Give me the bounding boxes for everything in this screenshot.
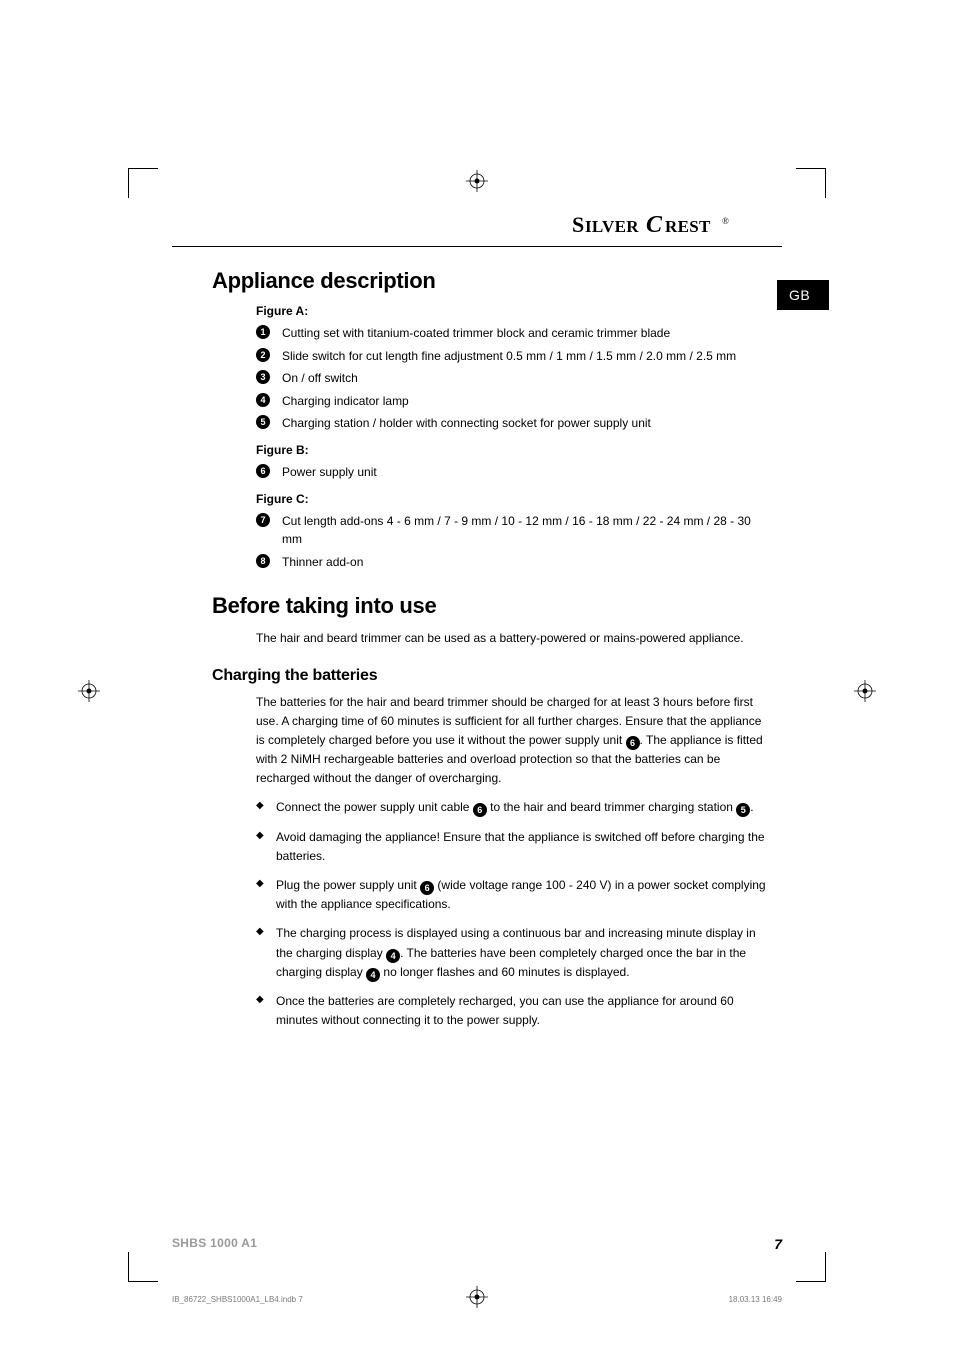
before-intro-block: The hair and beard trimmer can be used a…	[256, 629, 772, 648]
page-footer: SHBS 1000 A1 7	[172, 1236, 782, 1252]
list-item: 3 On / off switch	[256, 369, 772, 388]
item-number-icon: 1	[256, 325, 270, 339]
list-item: 6 Power supply unit	[256, 463, 772, 482]
item-number-icon: 7	[256, 513, 270, 527]
subsection-title-charging: Charging the batteries	[212, 667, 772, 685]
svg-text:ILVER: ILVER	[585, 217, 639, 236]
list-item: Connect the power supply unit cable 6 to…	[256, 798, 772, 817]
item-number-icon: 2	[256, 348, 270, 362]
item-text: Cutting set with titanium-coated trimmer…	[282, 326, 670, 340]
ref-number-icon: 6	[420, 881, 434, 895]
registration-mark-icon	[78, 680, 100, 702]
language-code: GB	[789, 287, 810, 303]
charging-steps: Connect the power supply unit cable 6 to…	[256, 798, 772, 1030]
crop-mark-icon	[128, 168, 158, 198]
registration-mark-icon	[466, 170, 488, 192]
figure-b-list: 6 Power supply unit	[256, 463, 772, 482]
item-text: On / off switch	[282, 371, 358, 385]
main-content: Appliance description Figure A: 1 Cutting…	[212, 268, 772, 1040]
list-item: 8 Thinner add-on	[256, 553, 772, 572]
print-footer: IB_86722_SHBS1000A1_LB4.indb 7 18.03.13 …	[172, 1295, 782, 1304]
list-item: Avoid damaging the appliance! Ensure tha…	[256, 828, 772, 866]
model-label: SHBS 1000 A1	[172, 1236, 257, 1252]
figure-label-b: Figure B:	[256, 443, 772, 457]
item-number-icon: 8	[256, 554, 270, 568]
header-rule	[172, 246, 782, 247]
svg-text:®: ®	[722, 216, 729, 226]
svg-text:C: C	[646, 212, 663, 238]
ref-number-icon: 6	[473, 803, 487, 817]
section-title-before: Before taking into use	[212, 593, 772, 619]
figure-label-c: Figure C:	[256, 492, 772, 506]
section-title-appliance: Appliance description	[212, 268, 772, 294]
crop-mark-icon	[796, 168, 826, 198]
item-text: Slide switch for cut length fine adjustm…	[282, 349, 736, 363]
print-date: 18.03.13 16:49	[729, 1295, 782, 1304]
item-number-icon: 5	[256, 415, 270, 429]
body-text: The batteries for the hair and beard tri…	[256, 693, 772, 789]
list-item: 5 Charging station / holder with connecti…	[256, 414, 772, 433]
figure-label-a: Figure A:	[256, 304, 772, 318]
list-item: 1 Cutting set with titanium-coated trimme…	[256, 324, 772, 343]
svg-text:REST: REST	[665, 217, 711, 236]
list-item: 4 Charging indicator lamp	[256, 392, 772, 411]
item-text: Cut length add-ons 4 - 6 mm / 7 - 9 mm /…	[282, 514, 751, 547]
registration-mark-icon	[854, 680, 876, 702]
item-text: Power supply unit	[282, 465, 377, 479]
language-tab: GB	[777, 280, 829, 310]
charging-para: The batteries for the hair and beard tri…	[256, 693, 772, 789]
list-item: The charging process is displayed using …	[256, 924, 772, 982]
ref-number-icon: 4	[366, 968, 380, 982]
list-item: 7 Cut length add-ons 4 - 6 mm / 7 - 9 mm …	[256, 512, 772, 549]
item-text: Charging indicator lamp	[282, 394, 409, 408]
list-item: Plug the power supply unit 6 (wide volta…	[256, 876, 772, 914]
ref-number-icon: 4	[386, 949, 400, 963]
ref-number-icon: 6	[626, 736, 640, 750]
figure-a-list: 1 Cutting set with titanium-coated trimme…	[256, 324, 772, 433]
page: S ILVER C REST ® GB Appliance descriptio…	[0, 0, 954, 1350]
figure-c-list: 7 Cut length add-ons 4 - 6 mm / 7 - 9 mm …	[256, 512, 772, 572]
item-number-icon: 3	[256, 370, 270, 384]
crop-mark-icon	[796, 1252, 826, 1282]
brand-logo: S ILVER C REST ®	[572, 212, 782, 245]
crop-mark-icon	[128, 1252, 158, 1282]
item-number-icon: 6	[256, 464, 270, 478]
body-text: The hair and beard trimmer can be used a…	[256, 629, 772, 648]
page-number: 7	[774, 1236, 782, 1252]
print-file: IB_86722_SHBS1000A1_LB4.indb 7	[172, 1295, 303, 1304]
svg-text:S: S	[572, 212, 585, 237]
list-item: 2 Slide switch for cut length fine adjust…	[256, 347, 772, 366]
ref-number-icon: 5	[736, 803, 750, 817]
list-item: Once the batteries are completely rechar…	[256, 992, 772, 1030]
item-text: Charging station / holder with connectin…	[282, 416, 651, 430]
item-number-icon: 4	[256, 393, 270, 407]
item-text: Thinner add-on	[282, 555, 363, 569]
